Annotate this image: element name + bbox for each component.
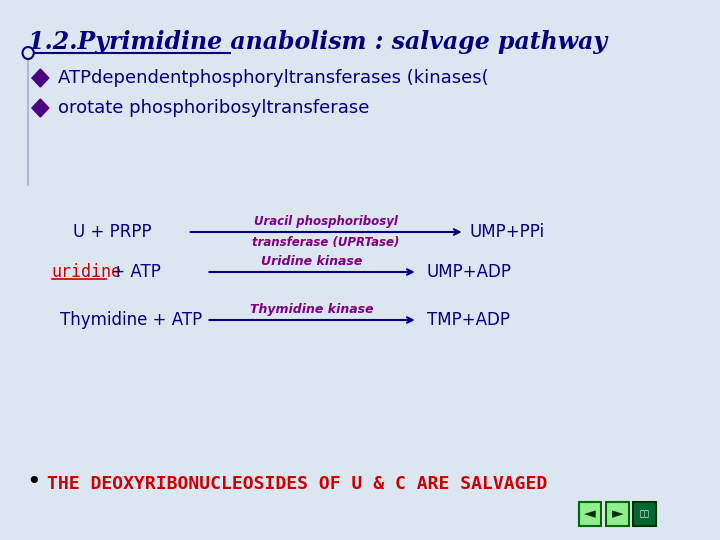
Text: 目次: 目次 bbox=[639, 510, 649, 518]
Text: transferase (UPRTase): transferase (UPRTase) bbox=[253, 236, 400, 249]
FancyBboxPatch shape bbox=[634, 502, 656, 526]
Text: •: • bbox=[26, 470, 41, 494]
Text: 1.2.Pyrimidine anabolism : salvage pathway: 1.2.Pyrimidine anabolism : salvage pathw… bbox=[28, 30, 607, 54]
Text: U + PRPP: U + PRPP bbox=[73, 223, 152, 241]
Text: ◄: ◄ bbox=[585, 507, 596, 522]
Text: Uridine kinase: Uridine kinase bbox=[261, 255, 363, 268]
FancyBboxPatch shape bbox=[579, 502, 601, 526]
Text: ATPdependentphosphoryltransferases (kinases(: ATPdependentphosphoryltransferases (kina… bbox=[58, 69, 489, 87]
Text: uridine: uridine bbox=[52, 263, 122, 281]
Text: ►: ► bbox=[611, 507, 624, 522]
FancyBboxPatch shape bbox=[606, 502, 629, 526]
Text: orotate phosphoribosyltransferase: orotate phosphoribosyltransferase bbox=[58, 99, 369, 117]
Text: UMP+ADP: UMP+ADP bbox=[427, 263, 512, 281]
Text: + ATP: + ATP bbox=[106, 263, 161, 281]
Circle shape bbox=[22, 47, 34, 59]
Polygon shape bbox=[32, 69, 49, 87]
Text: UMP+PPi: UMP+PPi bbox=[469, 223, 544, 241]
Polygon shape bbox=[32, 99, 49, 117]
Text: THE DEOXYRIBONUCLEOSIDES OF U & C ARE SALVAGED: THE DEOXYRIBONUCLEOSIDES OF U & C ARE SA… bbox=[47, 475, 547, 493]
Text: Uracil phosphoribosyl: Uracil phosphoribosyl bbox=[254, 215, 398, 228]
Text: TMP+ADP: TMP+ADP bbox=[427, 311, 510, 329]
Text: Thymidine + ATP: Thymidine + ATP bbox=[60, 311, 202, 329]
Text: Thymidine kinase: Thymidine kinase bbox=[250, 303, 374, 316]
